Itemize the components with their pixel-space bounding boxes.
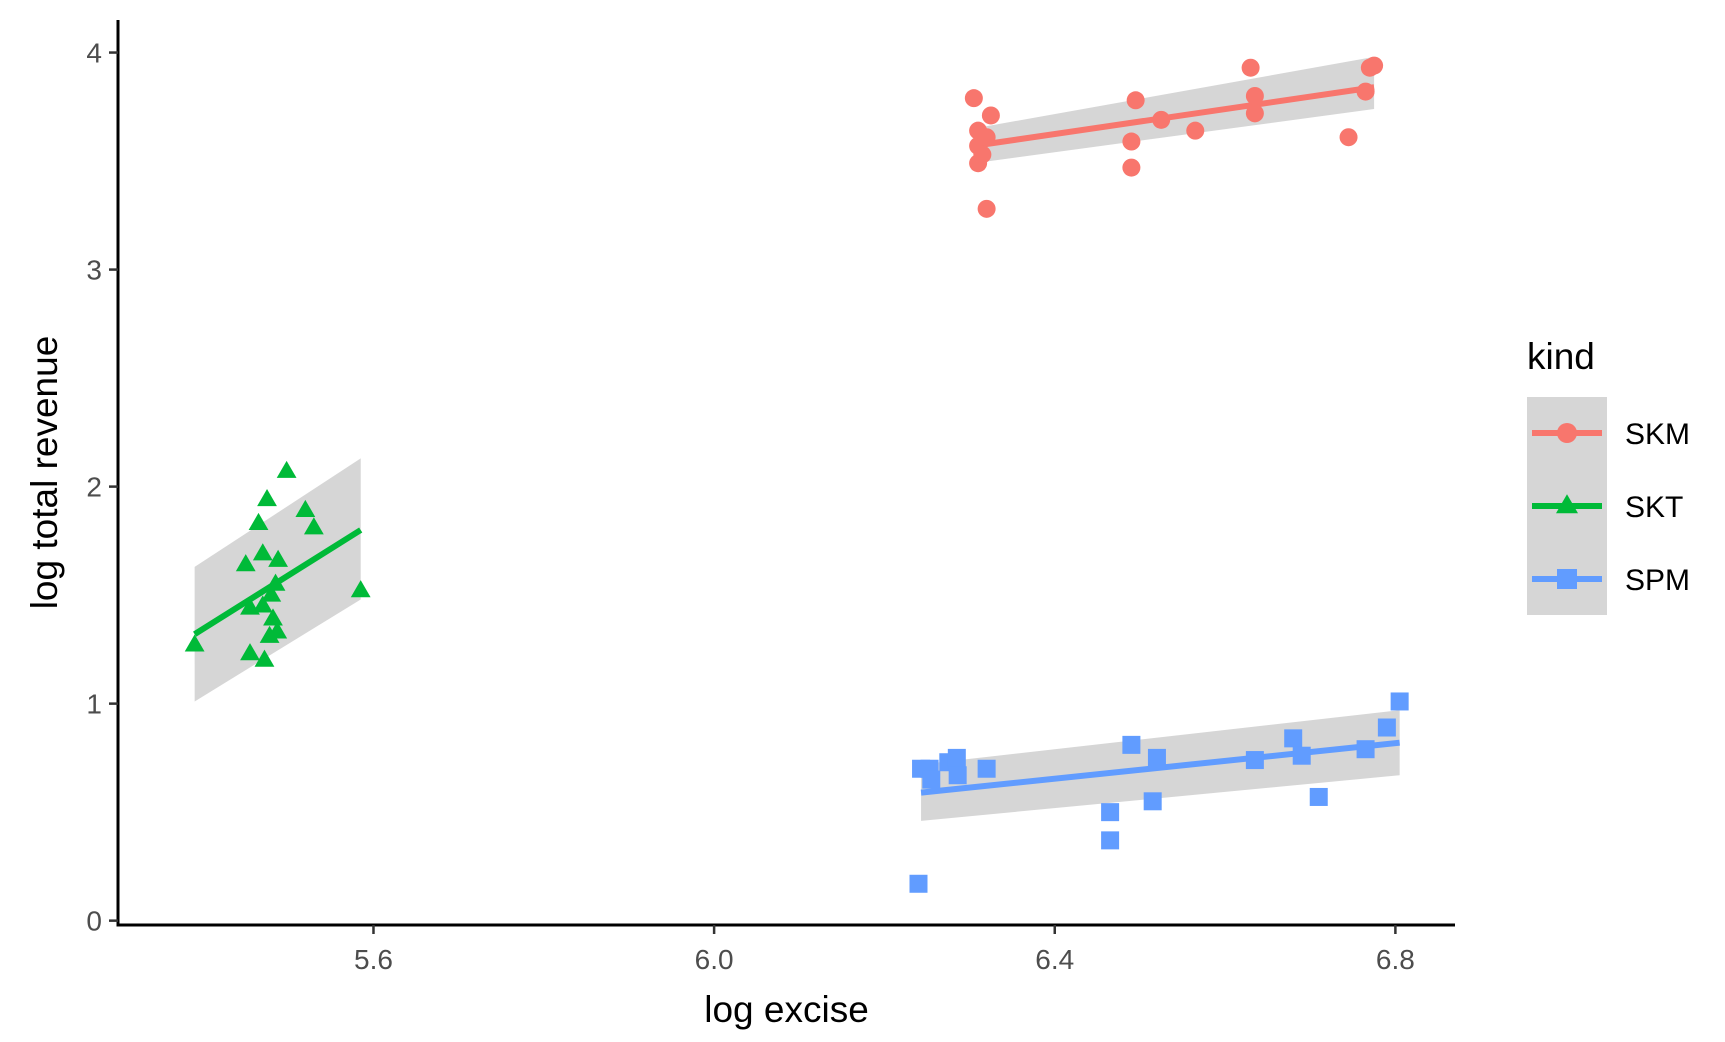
point-spm [1356, 740, 1375, 759]
fit-line-spm [920, 739, 1400, 796]
legend-marker [1557, 423, 1577, 443]
point-skm [1245, 104, 1264, 123]
point-skt [265, 573, 286, 591]
x-tick-label: 5.6 [354, 944, 393, 975]
legend-item-spm: SPM [1532, 564, 1690, 597]
point-skt [267, 621, 288, 639]
point-skm [1152, 110, 1171, 129]
point-skt [295, 499, 316, 517]
legend-item-skm: SKM [1532, 418, 1690, 451]
point-skt [276, 460, 297, 478]
point-spm [1284, 729, 1303, 748]
point-skm [964, 89, 983, 108]
point-skt [268, 549, 288, 567]
point-skm [973, 145, 992, 164]
point-spm [1390, 692, 1409, 711]
point-skt [240, 643, 260, 661]
fit-lines [193, 84, 1400, 796]
x-tick-label: 6.0 [695, 944, 734, 975]
point-spm [1309, 787, 1328, 806]
point-skm [1241, 58, 1260, 77]
point-skt [254, 649, 275, 667]
point-skm [1339, 128, 1358, 147]
data-points [184, 56, 1409, 893]
legend-label: SKM [1625, 418, 1690, 451]
point-spm [1101, 803, 1120, 822]
point-skt [252, 543, 273, 561]
y-tick-label: 2 [86, 472, 102, 503]
point-skt [350, 580, 371, 598]
point-skt [248, 512, 269, 530]
point-skt [263, 608, 283, 626]
point-skm [1122, 158, 1141, 177]
point-skm [977, 128, 996, 147]
point-skt [184, 634, 205, 652]
point-spm [948, 766, 967, 785]
legend-marker [1556, 494, 1578, 514]
y-tick-label: 4 [86, 38, 102, 69]
point-spm [1292, 746, 1311, 765]
x-tick-label: 6.8 [1376, 944, 1415, 975]
point-skt [257, 489, 277, 507]
legend-marker [1557, 569, 1577, 589]
confidence-band-skm [973, 56, 1375, 164]
point-spm [1122, 735, 1141, 754]
x-tick-label: 6.4 [1035, 944, 1074, 975]
point-skt [261, 584, 282, 602]
point-skm [1245, 86, 1264, 105]
point-spm [977, 759, 996, 778]
point-skt [259, 625, 280, 643]
y-tick-label: 3 [86, 255, 102, 286]
fit-line-skm [973, 84, 1375, 149]
point-spm [1245, 751, 1264, 770]
point-spm [947, 748, 966, 767]
legend-title: kind [1527, 336, 1595, 377]
point-spm [1377, 718, 1396, 737]
legend-label: SPM [1625, 564, 1690, 597]
legend-item-skt: SKT [1532, 491, 1683, 524]
y-tick-label: 1 [86, 689, 102, 720]
point-spm [1147, 748, 1166, 767]
point-skm [1126, 91, 1145, 110]
point-skm [977, 199, 996, 218]
tick-labels: 5.6 6.0 6.4 6.8 0 1 2 3 4 [86, 38, 1414, 975]
point-spm [909, 874, 928, 893]
confidence-bands [194, 56, 1400, 821]
point-skm [1356, 82, 1375, 101]
point-spm [1101, 831, 1120, 850]
legend-label: SKT [1625, 491, 1683, 524]
axes [109, 20, 1455, 934]
point-skt [252, 595, 273, 613]
point-skm [981, 106, 1000, 125]
legend: kind SKM SKT SPM [1527, 336, 1690, 615]
point-skt [235, 554, 256, 572]
point-spm [1143, 792, 1162, 811]
y-tick-label: 0 [86, 906, 102, 937]
point-skm [1186, 121, 1205, 140]
point-spm [922, 770, 941, 789]
point-skm [1365, 56, 1384, 75]
point-skm [1122, 132, 1141, 151]
x-axis-title: log excise [704, 989, 869, 1030]
point-skt [303, 517, 324, 535]
y-axis-title: log total revenue [24, 336, 65, 610]
